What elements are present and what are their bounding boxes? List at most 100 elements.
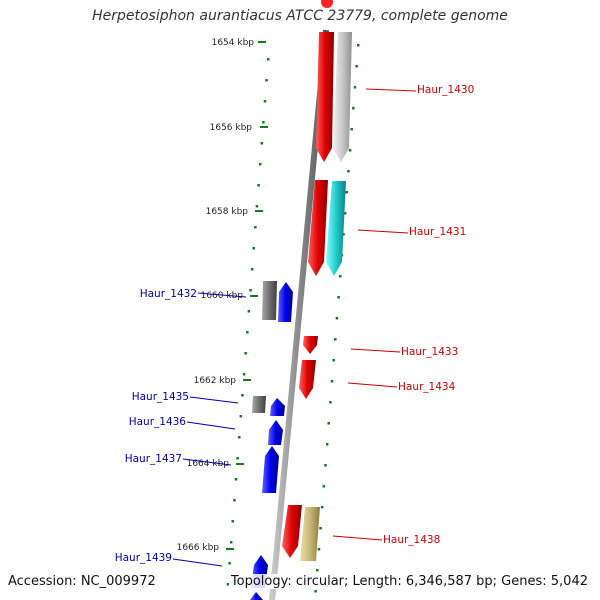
gene-leader-line [332, 535, 383, 541]
scale-tick [239, 415, 243, 418]
scale-tick [347, 170, 350, 173]
scale-tick [334, 338, 337, 341]
kbp-label: 1664 kbp [187, 459, 230, 469]
gene-label[interactable]: Haur_1434 [398, 381, 456, 393]
scale-tick [350, 128, 353, 131]
gene-leader-line [365, 88, 417, 92]
kbp-label: 1656 kbp [210, 123, 253, 133]
scale-tick [327, 422, 331, 425]
map-title: Herpetosiphon aurantiacus ATCC 23779, co… [92, 8, 508, 24]
gene-haur-1433[interactable]: Haur_1433 [303, 336, 458, 358]
scale-tick [348, 149, 352, 152]
gene-label[interactable]: Haur_1435 [132, 391, 189, 403]
scale-tick [260, 142, 264, 145]
gene-arrow[interactable] [308, 180, 328, 276]
scale-tick [335, 317, 339, 320]
gene-haur-1434[interactable]: Haur_1434 [299, 360, 456, 399]
gene-label[interactable]: Haur_1432 [140, 288, 197, 300]
gene-haur-1435[interactable]: Haur_1435 [132, 391, 285, 416]
gene-haur-1431[interactable]: Haur_1431 [308, 180, 466, 276]
scale-tick [320, 506, 324, 509]
gene-leader-line [347, 382, 398, 388]
gene-label[interactable]: Haur_1437 [125, 453, 182, 465]
scale-tick [241, 394, 244, 397]
kbp-marker-1656: 1656 kbp [210, 123, 268, 133]
scale-tick [249, 289, 252, 292]
scale-tick [325, 443, 329, 446]
scale-tick [244, 352, 247, 355]
kbp-marker-1658: 1658 kbp [206, 207, 263, 217]
scale-tick [262, 121, 265, 124]
origin-marker [321, 0, 333, 8]
scale-tick [317, 548, 321, 551]
gene-arrow[interactable] [268, 420, 283, 445]
scale-tick [255, 205, 259, 208]
scale-tick [250, 268, 254, 271]
gene-label[interactable]: Haur_1433 [401, 346, 458, 358]
scale-tick [233, 499, 236, 502]
scale-tick [353, 86, 357, 89]
gene-label[interactable]: Haur_1439 [115, 552, 172, 564]
scale-tick [314, 590, 317, 593]
gene-partner-block[interactable] [252, 396, 266, 413]
scale-tick [252, 247, 255, 250]
scale-tick [343, 212, 347, 215]
scale-tick [258, 163, 262, 166]
gene-label[interactable]: Haur_1436 [129, 416, 187, 428]
gene-partner-block[interactable] [300, 507, 320, 561]
gene-haur-1438[interactable]: Haur_1438 [282, 505, 440, 561]
gene-arrow[interactable] [299, 360, 316, 399]
scale-tick [226, 583, 230, 586]
scale-tick [316, 569, 319, 572]
gene-label[interactable]: Haur_1430 [417, 84, 474, 96]
scale-tick [337, 296, 340, 299]
kbp-marker-1654: 1654 kbp [212, 38, 266, 48]
scale-tick [319, 527, 322, 530]
scale-tick [338, 275, 342, 278]
scale-tick [247, 310, 251, 313]
kbp-label: 1662 kbp [194, 376, 237, 386]
gene-arrow[interactable] [262, 446, 279, 493]
kbp-marker-1664: 1664 kbp [187, 459, 244, 469]
gene-arrow[interactable] [282, 505, 302, 558]
gene-partner-block[interactable] [326, 181, 346, 276]
kbp-marker-1666: 1666 kbp [177, 543, 234, 553]
gene-haur-1436[interactable]: Haur_1436 [129, 416, 283, 445]
gene-leader-line [172, 558, 223, 567]
gene-arrow[interactable] [303, 336, 318, 354]
scale-tick [267, 58, 270, 61]
kbp-marker-1662: 1662 kbp [194, 376, 251, 386]
gene-partner-block[interactable] [262, 281, 277, 320]
scale-tick [236, 457, 239, 460]
gene-leader-line [186, 421, 236, 430]
gene-label[interactable]: Haur_1438 [383, 534, 440, 546]
scale-tick [355, 65, 358, 68]
gene-leader-line [357, 229, 409, 234]
gene-arrow[interactable] [316, 32, 334, 162]
scale-tick [357, 44, 360, 47]
gene-label[interactable]: Haur_1431 [409, 226, 466, 238]
gene-haur-1430[interactable]: Haur_1430 [316, 32, 474, 162]
kbp-label: 1658 kbp [206, 207, 249, 217]
scale-tick [352, 107, 355, 110]
kbp-label: 1666 kbp [177, 543, 220, 553]
gene-leader-line [189, 396, 239, 404]
scale-tick [228, 562, 231, 565]
scale-tick [345, 191, 349, 194]
gene-leader-line [197, 292, 247, 298]
gene-arrow[interactable] [270, 398, 285, 416]
gene-haur-1437[interactable]: Haur_1437 [125, 446, 279, 493]
scale-tick [332, 359, 335, 362]
gene-arrow[interactable] [278, 282, 293, 322]
scale-tick [265, 79, 268, 82]
gene-arrow-partial[interactable] [250, 592, 263, 600]
gene-haur-1432[interactable]: Haur_1432 [140, 281, 293, 322]
scale-tick [263, 100, 267, 103]
gene-partner-block[interactable] [333, 32, 352, 162]
scale-tick [246, 331, 249, 334]
scale-tick [342, 233, 345, 236]
left-scale-ticks [226, 58, 270, 586]
scale-tick [322, 485, 326, 488]
scale-tick [231, 520, 235, 523]
